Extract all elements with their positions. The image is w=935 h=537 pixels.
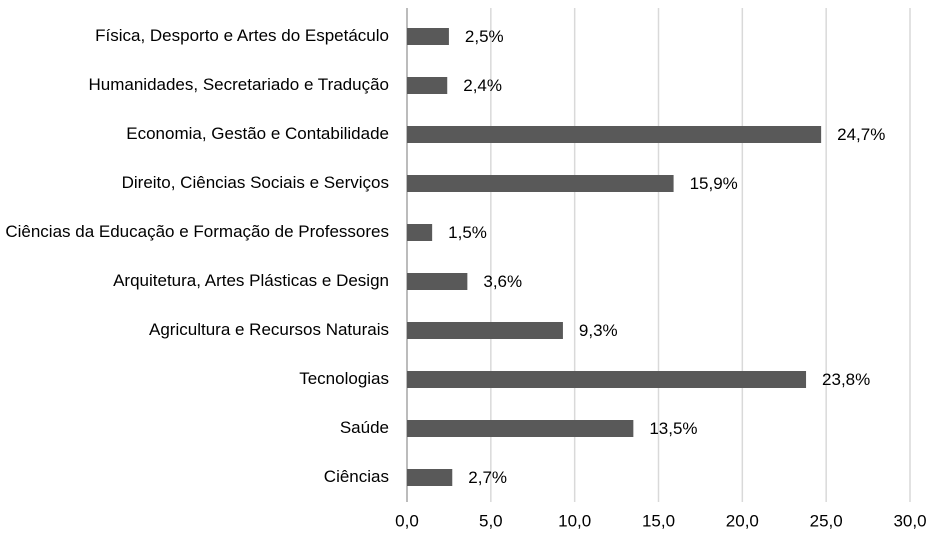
bar — [407, 371, 807, 388]
y-tick-label: Tecnologias — [299, 369, 389, 388]
data-label: 15,9% — [690, 174, 738, 193]
x-tick-label: 30,0 — [893, 511, 926, 530]
data-label: 23,8% — [822, 370, 870, 389]
y-tick-label: Economia, Gestão e Contabilidade — [126, 124, 389, 143]
x-tick-label: 25,0 — [810, 511, 843, 530]
bar — [407, 469, 453, 486]
bar — [407, 322, 563, 339]
data-label: 2,4% — [463, 76, 502, 95]
bar — [407, 273, 468, 290]
data-label: 2,7% — [468, 468, 507, 487]
x-tick-label: 20,0 — [726, 511, 759, 530]
y-tick-label: Agricultura e Recursos Naturais — [149, 320, 389, 339]
x-tick-label: 5,0 — [479, 511, 503, 530]
y-tick-label: Saúde — [340, 418, 389, 437]
x-tick-label: 15,0 — [642, 511, 675, 530]
data-label: 3,6% — [483, 272, 522, 291]
bar — [407, 28, 449, 45]
y-tick-label: Física, Desporto e Artes do Espetáculo — [95, 26, 389, 45]
data-label: 2,5% — [465, 27, 504, 46]
data-label: 13,5% — [649, 419, 697, 438]
data-label: 1,5% — [448, 223, 487, 242]
y-tick-label: Direito, Ciências Sociais e Serviços — [122, 173, 389, 192]
bar — [407, 126, 822, 143]
bar — [407, 77, 448, 94]
bar — [407, 175, 674, 192]
y-tick-label: Humanidades, Secretariado e Tradução — [88, 75, 389, 94]
y-tick-label: Ciências da Educação e Formação de Profe… — [5, 222, 389, 241]
bar — [407, 420, 634, 437]
data-label: 9,3% — [579, 321, 618, 340]
y-tick-label: Ciências — [324, 467, 389, 486]
x-tick-label: 10,0 — [558, 511, 591, 530]
data-label: 24,7% — [837, 125, 885, 144]
y-tick-label: Arquitetura, Artes Plásticas e Design — [113, 271, 389, 290]
x-tick-label: 0,0 — [395, 511, 419, 530]
bar — [407, 224, 433, 241]
